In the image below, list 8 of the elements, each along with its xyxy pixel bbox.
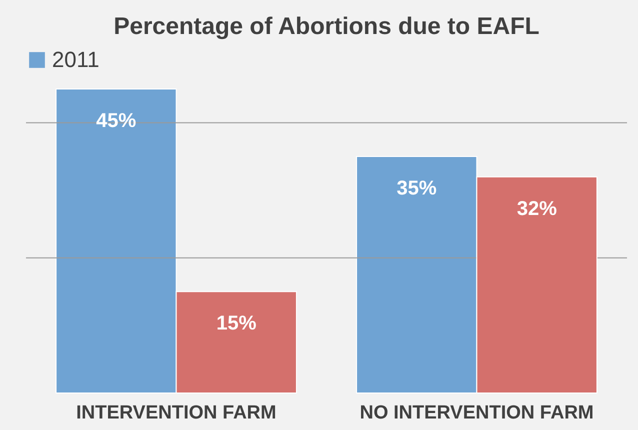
x-tick-label: NO INTERVENTION FARM bbox=[360, 402, 594, 424]
data-label: 15% bbox=[216, 312, 257, 335]
data-label: 35% bbox=[396, 178, 437, 200]
data-label: 32% bbox=[516, 198, 558, 220]
legend-label: 2011 bbox=[52, 47, 100, 72]
chart-title: Percentage of Abortions due to EAFL bbox=[114, 13, 540, 40]
x-tick-label: INTERVENTION FARM bbox=[76, 402, 276, 424]
data-label: 45% bbox=[96, 110, 136, 132]
